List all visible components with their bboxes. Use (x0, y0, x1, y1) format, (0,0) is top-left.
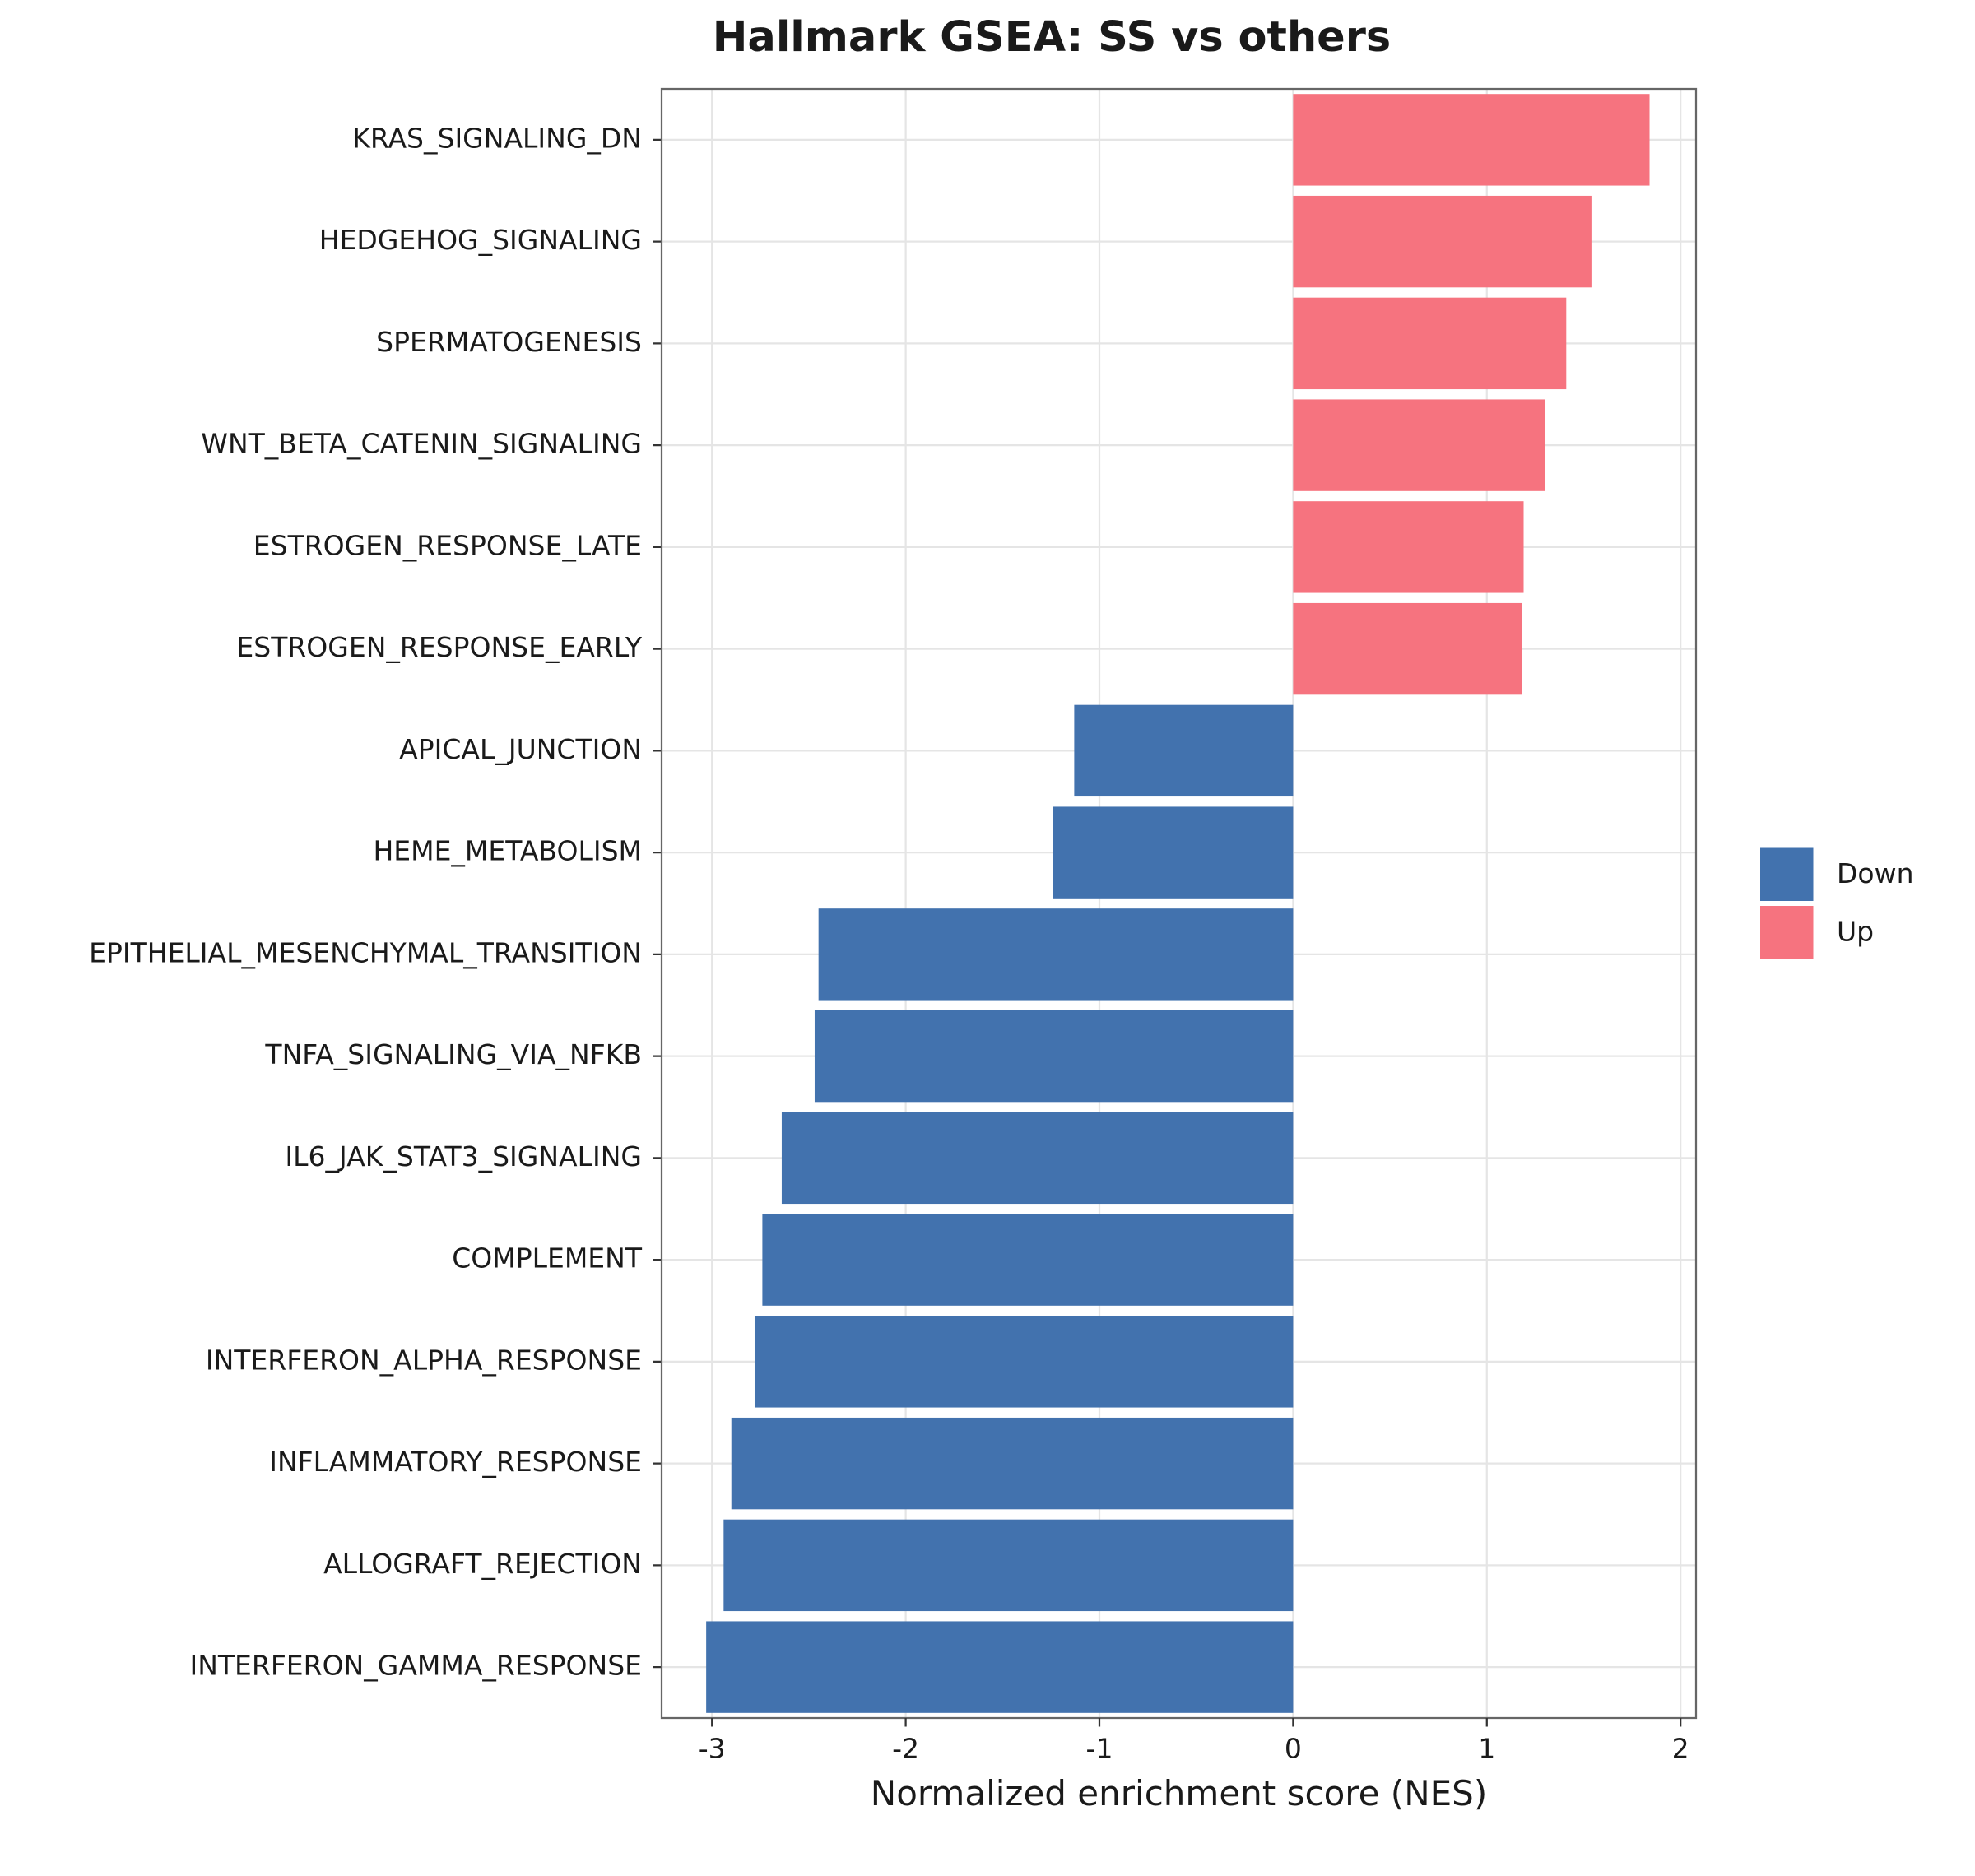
bar (1293, 297, 1567, 390)
bar (818, 908, 1294, 1001)
x-tick-label: 0 (1285, 1733, 1302, 1765)
y-tick-label: APICAL_JUNCTION (399, 733, 642, 765)
bar (814, 1010, 1294, 1103)
bar (1293, 195, 1592, 288)
legend-key (1760, 906, 1814, 959)
bar (706, 1621, 1294, 1713)
y-tick-label: TNFA_SIGNALING_VIA_NFKB (264, 1038, 642, 1070)
y-tick-label: WNT_BETA_CATENIN_SIGNALING (201, 428, 642, 460)
y-tick-label: SPERMATOGENESIS (376, 326, 642, 358)
y-tick-label: ALLOGRAFT_REJECTION (323, 1548, 642, 1580)
y-tick-label: ESTROGEN_RESPONSE_LATE (253, 529, 642, 561)
bar (754, 1316, 1294, 1408)
bar (1053, 806, 1294, 899)
y-tick-label: HEDGEHOG_SIGNALING (319, 224, 642, 256)
x-axis-label: Normalized enrichment score (NES) (871, 1773, 1487, 1813)
bar (731, 1417, 1294, 1510)
y-tick-label: EPITHELIAL_MESENCHYMAL_TRANSITION (89, 936, 642, 968)
plot-border (660, 87, 1698, 1720)
legend-label: Down (1837, 857, 1914, 889)
bar (1074, 704, 1294, 797)
chart-title: Hallmark GSEA: SS vs others (713, 13, 1392, 62)
bar (723, 1519, 1294, 1612)
x-tick-label: 1 (1478, 1733, 1495, 1765)
legend-key (1760, 847, 1814, 901)
x-tick-label: -3 (699, 1733, 726, 1765)
y-tick-label: INTERFERON_ALPHA_RESPONSE (206, 1344, 642, 1376)
bar (781, 1112, 1294, 1205)
bar (1293, 501, 1524, 593)
y-tick-label: INTERFERON_GAMMA_RESPONSE (189, 1650, 642, 1682)
y-tick-label: ESTROGEN_RESPONSE_EARLY (236, 631, 642, 663)
bar (1293, 602, 1522, 695)
y-tick-label: HEME_METABOLISM (373, 835, 642, 867)
y-tick-label: COMPLEMENT (452, 1242, 643, 1275)
x-tick-label: -1 (1086, 1733, 1113, 1765)
x-tick-label: -2 (892, 1733, 919, 1765)
legend-label: Up (1837, 916, 1874, 948)
y-tick-label: KRAS_SIGNALING_DN (352, 122, 642, 154)
y-tick-label: IL6_JAK_STAT3_SIGNALING (285, 1140, 642, 1172)
bar (1293, 399, 1545, 491)
bar (762, 1214, 1294, 1306)
x-tick-label: 2 (1672, 1733, 1689, 1765)
bar (1293, 94, 1650, 186)
y-tick-label: INFLAMMATORY_RESPONSE (269, 1446, 642, 1478)
